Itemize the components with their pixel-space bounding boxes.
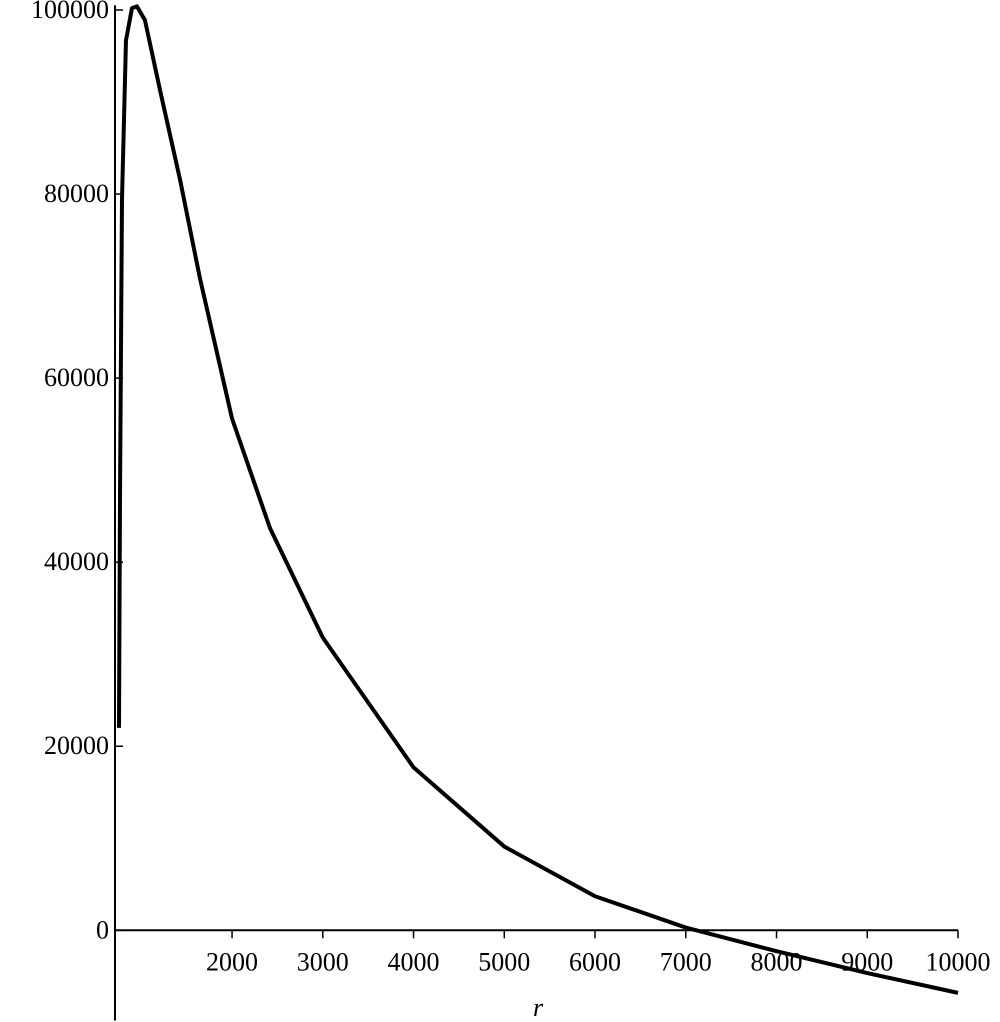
y-tick-label: 20000 — [44, 731, 109, 760]
x-tick-label: 7000 — [660, 947, 712, 976]
x-tick-label: 6000 — [569, 947, 621, 976]
x-tick-label: 10000 — [926, 947, 991, 976]
x-axis-label: r — [533, 993, 544, 1022]
y-tick-label: 0 — [96, 915, 109, 944]
x-tick-label: 5000 — [478, 947, 530, 976]
x-tick-label: 3000 — [297, 947, 349, 976]
y-tick-label: 40000 — [44, 547, 109, 576]
y-tick-label: 100000 — [31, 0, 109, 24]
x-tick-label: 4000 — [388, 947, 440, 976]
y-tick-label: 60000 — [44, 363, 109, 392]
line-series — [116, 4, 959, 995]
y-tick-label: 80000 — [44, 179, 109, 208]
x-tick-label: 2000 — [206, 947, 258, 976]
